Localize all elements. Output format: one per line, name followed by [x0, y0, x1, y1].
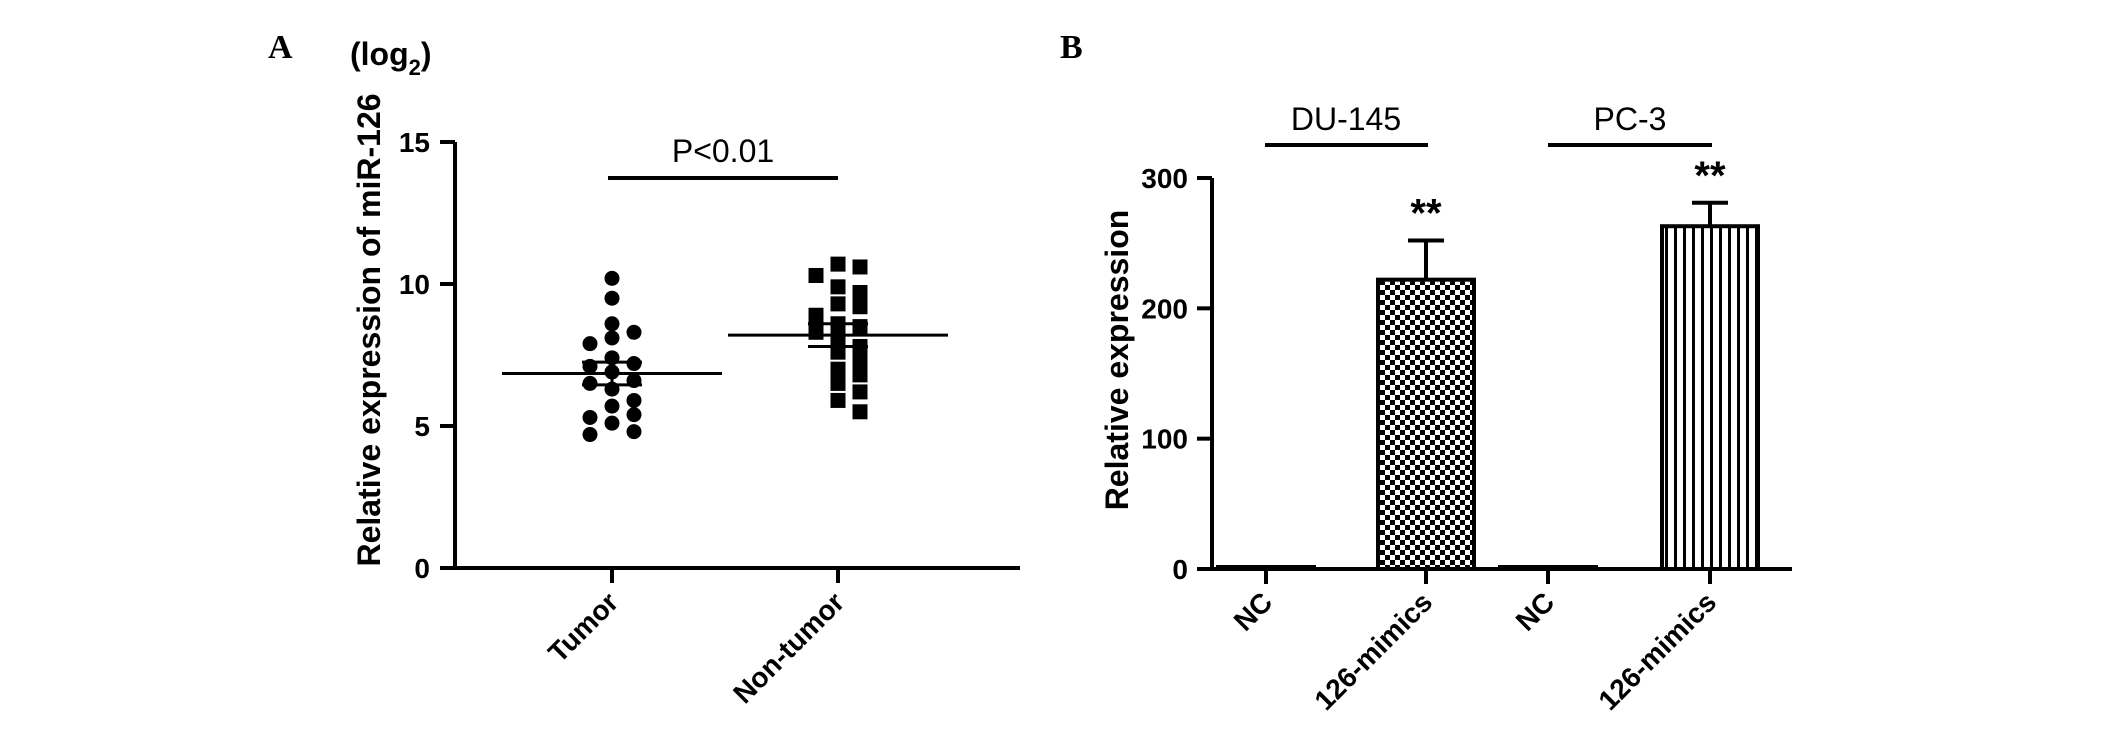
panel-b-y-tick-label: 0 — [1172, 554, 1188, 585]
tumor-point — [626, 424, 642, 440]
panel-a-y-axis-label: Relative expression of miR-126 — [351, 93, 387, 566]
tumor-point — [626, 324, 642, 340]
non-tumor-point — [830, 279, 846, 295]
panel-b: B Relative expression 0 100 200 300 NC 126-m… — [1060, 29, 1792, 716]
panel-b-x-tick-label: NC — [1228, 586, 1279, 637]
bar-126-mimics — [1376, 277, 1476, 571]
panel-b-y-axis-label: Relative expression — [1099, 210, 1135, 511]
non-tumor-point — [830, 256, 846, 272]
bar-nc — [1498, 565, 1598, 571]
non-tumor-point — [830, 392, 846, 408]
tumor-point — [604, 316, 620, 332]
panel-b-y-tick-label: 300 — [1141, 163, 1188, 194]
panel-a-y-tick-label: 5 — [414, 411, 430, 442]
significance-stars: ** — [1694, 154, 1726, 198]
panel-a-y-tick-label: 10 — [399, 269, 430, 300]
panel-b-x-tick-label: NC — [1510, 586, 1561, 637]
non-tumor-point — [852, 384, 868, 400]
group-label-pc3: PC-3 — [1594, 101, 1667, 137]
panel-a-x-tick-label: Non-tumor — [727, 586, 850, 709]
non-tumor-point — [830, 375, 846, 391]
tumor-point — [604, 270, 620, 286]
non-tumor-point — [852, 259, 868, 275]
bar-126-mimics — [1660, 224, 1760, 571]
panel-a-p-value: P<0.01 — [672, 133, 774, 169]
tumor-point — [604, 398, 620, 414]
non-tumor-point — [852, 353, 868, 369]
panel-b-y-tick-label: 200 — [1141, 293, 1188, 324]
tumor-point — [604, 290, 620, 306]
group-label-du145: DU-145 — [1291, 101, 1401, 137]
non-tumor-point — [830, 361, 846, 377]
non-tumor-point — [808, 307, 824, 323]
panel-b-letter: B — [1060, 29, 1083, 66]
non-tumor-point — [852, 319, 868, 335]
panel-a: A (log2) Relative expression of miR-126 … — [268, 29, 1020, 709]
tumor-point — [582, 427, 598, 443]
non-tumor-point — [808, 267, 824, 283]
panel-b-y-tick-label: 100 — [1141, 424, 1188, 455]
tumor-point — [626, 392, 642, 408]
panel-a-x-tick-label: Tumor — [542, 586, 624, 668]
tumor-point — [582, 336, 598, 352]
panel-b-x-tick-label: 126-mimics — [1592, 586, 1722, 716]
panel-b-x-tick-label: 126-mimics — [1308, 586, 1438, 716]
non-tumor-point — [852, 404, 868, 420]
panel-a-unit-label: (log2) — [350, 36, 432, 80]
panel-a-letter: A — [268, 29, 293, 66]
panel-a-y-tick-label: 15 — [399, 127, 430, 158]
bar-nc — [1216, 565, 1316, 571]
panel-a-y-tick-label: 0 — [414, 553, 430, 584]
non-tumor-point — [852, 285, 868, 301]
tumor-point — [604, 330, 620, 346]
non-tumor-point — [830, 296, 846, 312]
non-tumor-point — [830, 344, 846, 360]
non-tumor-point — [852, 299, 868, 315]
tumor-point — [626, 407, 642, 423]
non-tumor-point — [808, 324, 824, 340]
tumor-point — [582, 409, 598, 425]
significance-stars: ** — [1410, 192, 1442, 236]
non-tumor-point — [852, 367, 868, 383]
tumor-point — [604, 415, 620, 431]
